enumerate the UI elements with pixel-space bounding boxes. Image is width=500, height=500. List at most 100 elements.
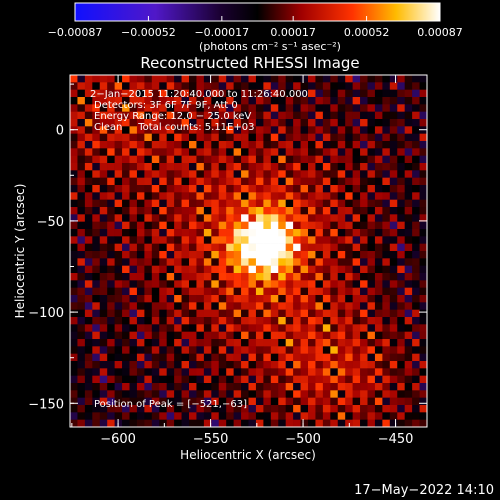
heatmap-cell — [345, 97, 353, 105]
heatmap-cell — [122, 251, 130, 259]
heatmap-cell — [136, 258, 145, 266]
heatmap-cell — [129, 155, 138, 164]
heatmap-cell — [248, 258, 257, 266]
heatmap-cell — [345, 324, 353, 332]
heatmap-cell — [367, 170, 376, 178]
heatmap-cell — [77, 75, 86, 83]
heatmap-cell — [374, 170, 383, 178]
heatmap-cell — [122, 361, 130, 369]
heatmap-cell — [360, 221, 368, 230]
heatmap-cell — [92, 155, 101, 164]
heatmap-cell — [122, 302, 130, 310]
heatmap-cell — [397, 104, 405, 112]
heatmap-cell — [255, 251, 264, 259]
heatmap-cell — [151, 163, 160, 171]
heatmap-cell — [122, 295, 130, 303]
heatmap-cell — [107, 287, 115, 296]
heatmap-cell — [203, 163, 212, 171]
heatmap-cell — [397, 295, 405, 303]
heatmap-cell — [360, 339, 368, 347]
heatmap-cell — [174, 119, 182, 127]
heatmap-cell — [92, 368, 101, 376]
heatmap-cell — [360, 97, 368, 105]
heatmap-cell — [166, 214, 175, 222]
heatmap-cell — [278, 192, 286, 200]
heatmap-cell — [189, 302, 197, 310]
heatmap-cell — [181, 331, 190, 340]
heatmap-cell — [278, 155, 286, 164]
heatmap-cell — [136, 405, 145, 413]
heatmap-cell — [315, 148, 324, 156]
heatmap-cell — [144, 192, 153, 200]
heatmap-cell — [374, 177, 383, 186]
heatmap-cell — [159, 126, 167, 134]
heatmap-cell — [352, 97, 361, 105]
heatmap-cell — [114, 89, 123, 98]
heatmap-cell — [122, 265, 130, 274]
heatmap-cell — [196, 346, 205, 354]
heatmap-cell — [77, 383, 86, 391]
heatmap-cell — [255, 375, 264, 384]
heatmap-cell — [345, 346, 353, 354]
heatmap-cell — [419, 163, 428, 171]
heatmap-cell — [248, 185, 257, 193]
heatmap-cell — [263, 97, 272, 105]
heatmap-cell — [412, 221, 420, 230]
heatmap-cell — [308, 177, 316, 186]
heatmap-cell — [412, 251, 420, 259]
heatmap-cell — [203, 331, 212, 340]
heatmap-cell — [203, 82, 212, 90]
heatmap-cell — [337, 141, 346, 149]
heatmap-cell — [300, 82, 309, 90]
heatmap-cell — [367, 383, 376, 391]
heatmap-cell — [352, 339, 361, 347]
heatmap-cell — [330, 287, 339, 296]
heatmap-cell — [107, 397, 115, 406]
heatmap-cell — [293, 236, 301, 244]
heatmap-cell — [389, 265, 398, 274]
heatmap-cell — [255, 141, 264, 149]
heatmap-cell — [322, 339, 331, 347]
heatmap-cell — [181, 104, 190, 112]
heatmap-cell — [278, 361, 286, 369]
heatmap-cell — [136, 243, 145, 252]
heatmap-cell — [77, 287, 86, 296]
heatmap-cell — [293, 412, 301, 420]
heatmap-cell — [330, 375, 339, 384]
heatmap-cell — [300, 148, 309, 156]
heatmap-cell — [144, 97, 153, 105]
heatmap-cell — [285, 192, 294, 200]
heatmap-cell — [278, 383, 286, 391]
heatmap-cell — [203, 361, 212, 369]
heatmap-cell — [315, 229, 324, 237]
heatmap-cell — [159, 309, 167, 318]
heatmap-cell — [189, 317, 197, 325]
heatmap-cell — [99, 375, 108, 384]
heatmap-cell — [374, 214, 383, 222]
heatmap-cell — [174, 324, 182, 332]
heatmap-cell — [412, 199, 420, 208]
heatmap-cell — [136, 192, 145, 200]
heatmap-cell — [151, 97, 160, 105]
heatmap-cell — [308, 199, 316, 208]
heatmap-cell — [144, 390, 153, 398]
heatmap-cell — [196, 309, 205, 318]
heatmap-cell — [136, 361, 145, 369]
heatmap-cell — [412, 390, 420, 398]
heatmap-cell — [345, 163, 353, 171]
heatmap-cell — [248, 309, 257, 318]
heatmap-cell — [300, 243, 309, 252]
heatmap-cell — [300, 339, 309, 347]
heatmap-cell — [285, 419, 294, 428]
heatmap-cell — [114, 148, 123, 156]
heatmap-cell — [345, 89, 353, 98]
heatmap-cell — [136, 75, 145, 83]
heatmap-cell — [189, 148, 197, 156]
heatmap-cell — [189, 339, 197, 347]
heatmap-cell — [367, 302, 376, 310]
heatmap-cell — [144, 214, 153, 222]
heatmap-cell — [382, 258, 391, 266]
heatmap-cell — [345, 148, 353, 156]
heatmap-cell — [382, 331, 391, 340]
heatmap-cell — [412, 317, 420, 325]
